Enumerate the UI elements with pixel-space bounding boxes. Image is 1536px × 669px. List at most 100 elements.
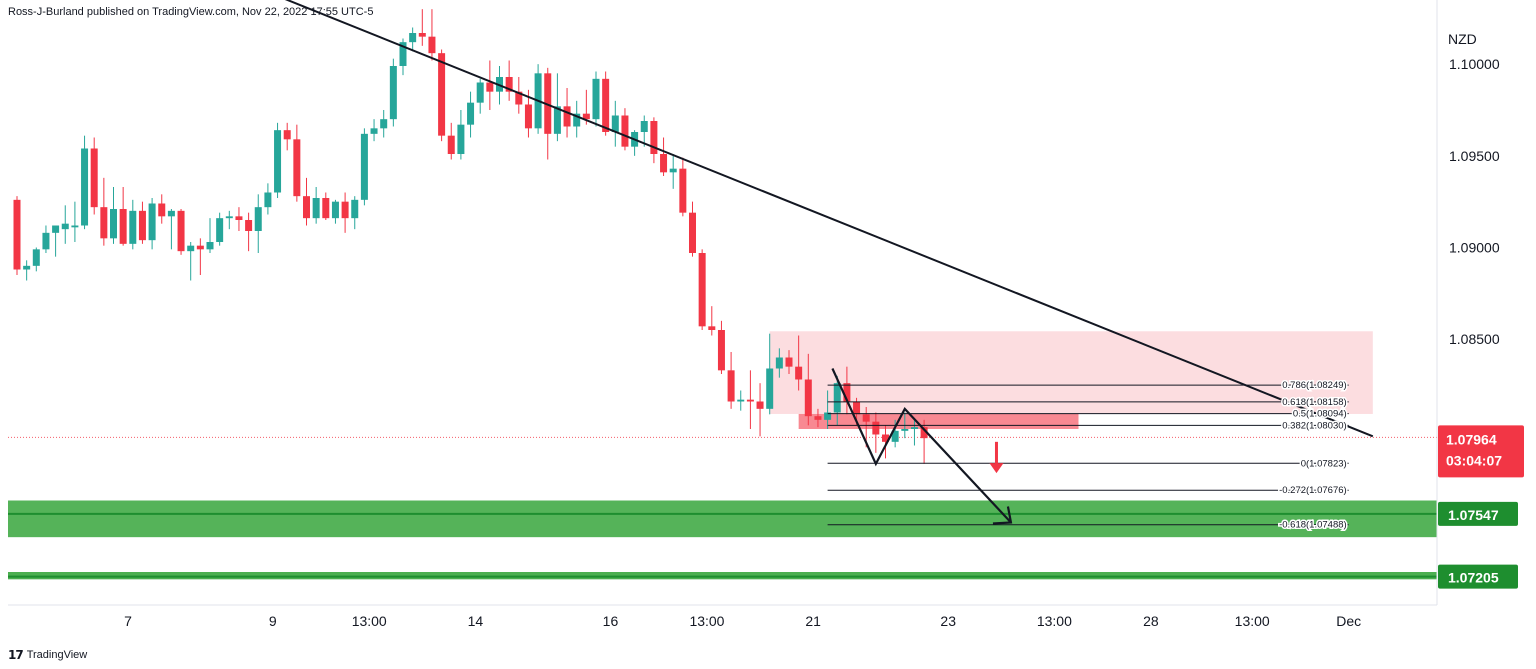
candle [100, 177, 108, 246]
candle [428, 9, 436, 61]
candle-body [650, 121, 658, 154]
candle-body [283, 130, 291, 140]
candle-body [90, 148, 98, 208]
candle-body [602, 78, 610, 132]
candle [254, 194, 262, 253]
candle-body [418, 33, 426, 37]
candle-body [129, 210, 137, 244]
candles-layer [13, 9, 928, 464]
candle [119, 187, 127, 246]
candle [467, 91, 475, 138]
candle-body [910, 427, 918, 429]
candle [42, 225, 50, 253]
candle-body [853, 401, 861, 415]
candle [621, 108, 629, 151]
candle-body [766, 368, 774, 409]
countdown-label: 03:04:07 [1446, 452, 1502, 468]
candle [582, 89, 590, 125]
candle-body [843, 383, 851, 402]
candle-body [467, 102, 475, 125]
candle [573, 100, 581, 138]
candle [71, 201, 79, 242]
candle-body [737, 399, 745, 402]
candle [351, 196, 359, 230]
candle-body [331, 201, 339, 219]
time-tick-label: 28 [1143, 613, 1159, 629]
time-tick-label: 13:00 [1235, 613, 1270, 629]
candle [283, 122, 291, 151]
candle [746, 370, 754, 429]
fib-level-label: 0.5(1.08094) [1293, 409, 1347, 420]
candle [804, 353, 812, 426]
tradingview-brand[interactable]: 17 TradingView [8, 648, 87, 662]
candle-body [206, 242, 214, 250]
candle [515, 77, 523, 114]
candle [360, 128, 368, 206]
pink-resistance-zone [769, 331, 1373, 414]
candle-body [621, 115, 629, 147]
candle-body [457, 124, 465, 154]
candle-body [216, 218, 224, 242]
fib-level-label: -0.272(1.07676) [1279, 485, 1347, 496]
candle-body [303, 196, 310, 219]
fib-level-label: 0.618(1.08158) [1282, 397, 1346, 408]
candle-body [119, 209, 127, 244]
candle-body [312, 198, 320, 219]
candle-body [891, 430, 899, 442]
candle-body [717, 330, 725, 371]
candle [312, 187, 320, 224]
candle-body [380, 119, 388, 129]
candle-body [486, 82, 494, 92]
candle-body [264, 192, 272, 208]
candle-body [563, 106, 571, 127]
candle [727, 352, 735, 409]
candle [370, 119, 378, 142]
candle [611, 100, 619, 147]
candle [206, 218, 214, 253]
time-tick-label: 14 [468, 613, 484, 629]
fib-level-label: 0(1.07823) [1301, 458, 1347, 469]
candle [274, 122, 282, 198]
candle-body [196, 245, 204, 250]
candle-body [389, 66, 397, 120]
time-axis: 7 9 13:00 14 16 13:00 21 23 13:00 28 13:00 Dec [124, 613, 1361, 629]
candle-body [225, 216, 233, 219]
candle [910, 418, 918, 446]
down-arrow-head [989, 463, 1004, 474]
candle [737, 390, 745, 411]
time-tick-label: 23 [940, 613, 956, 629]
time-tick-label: Dec [1336, 613, 1361, 629]
candle-body [341, 201, 349, 219]
candle-body [611, 115, 619, 132]
candle-body [553, 106, 561, 134]
candle [61, 205, 69, 244]
price-tick-label: 1.08500 [1449, 331, 1500, 347]
candle [32, 247, 40, 272]
candle [158, 194, 166, 224]
candle [669, 154, 677, 189]
fib-level-label: 0.382(1.08030) [1282, 420, 1346, 431]
candle [814, 408, 822, 428]
candle-body [100, 207, 108, 239]
candle [167, 209, 175, 250]
candle [756, 383, 764, 437]
candle [775, 348, 783, 378]
candle [689, 201, 696, 257]
candle-body [689, 212, 696, 253]
candle [23, 260, 31, 281]
candle [891, 419, 899, 448]
candle-body [901, 429, 909, 431]
candle-body [322, 198, 330, 219]
candle [81, 135, 89, 230]
publisher-credit: Ross-J-Burland published on TradingView.… [8, 6, 374, 18]
candle [631, 130, 639, 156]
candle [13, 196, 21, 275]
price-tick-label: 1.10000 [1449, 56, 1500, 72]
candle-body [438, 53, 446, 136]
candle [418, 9, 426, 46]
time-tick-label: 9 [269, 613, 277, 629]
candle [872, 412, 880, 453]
red-supply-zone [798, 413, 1079, 429]
candle [138, 201, 146, 244]
